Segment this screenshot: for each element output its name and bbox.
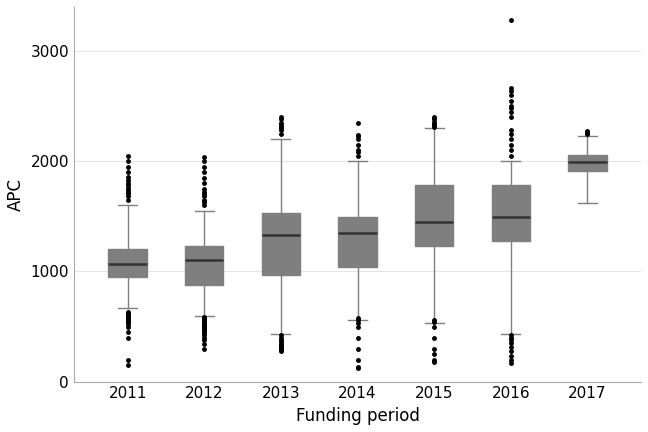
PathPatch shape (108, 249, 147, 277)
X-axis label: Funding period: Funding period (295, 407, 419, 425)
Y-axis label: APC: APC (7, 178, 25, 211)
PathPatch shape (185, 246, 224, 285)
PathPatch shape (262, 213, 300, 275)
PathPatch shape (338, 217, 376, 267)
PathPatch shape (415, 185, 454, 246)
PathPatch shape (568, 155, 607, 172)
PathPatch shape (492, 185, 530, 241)
